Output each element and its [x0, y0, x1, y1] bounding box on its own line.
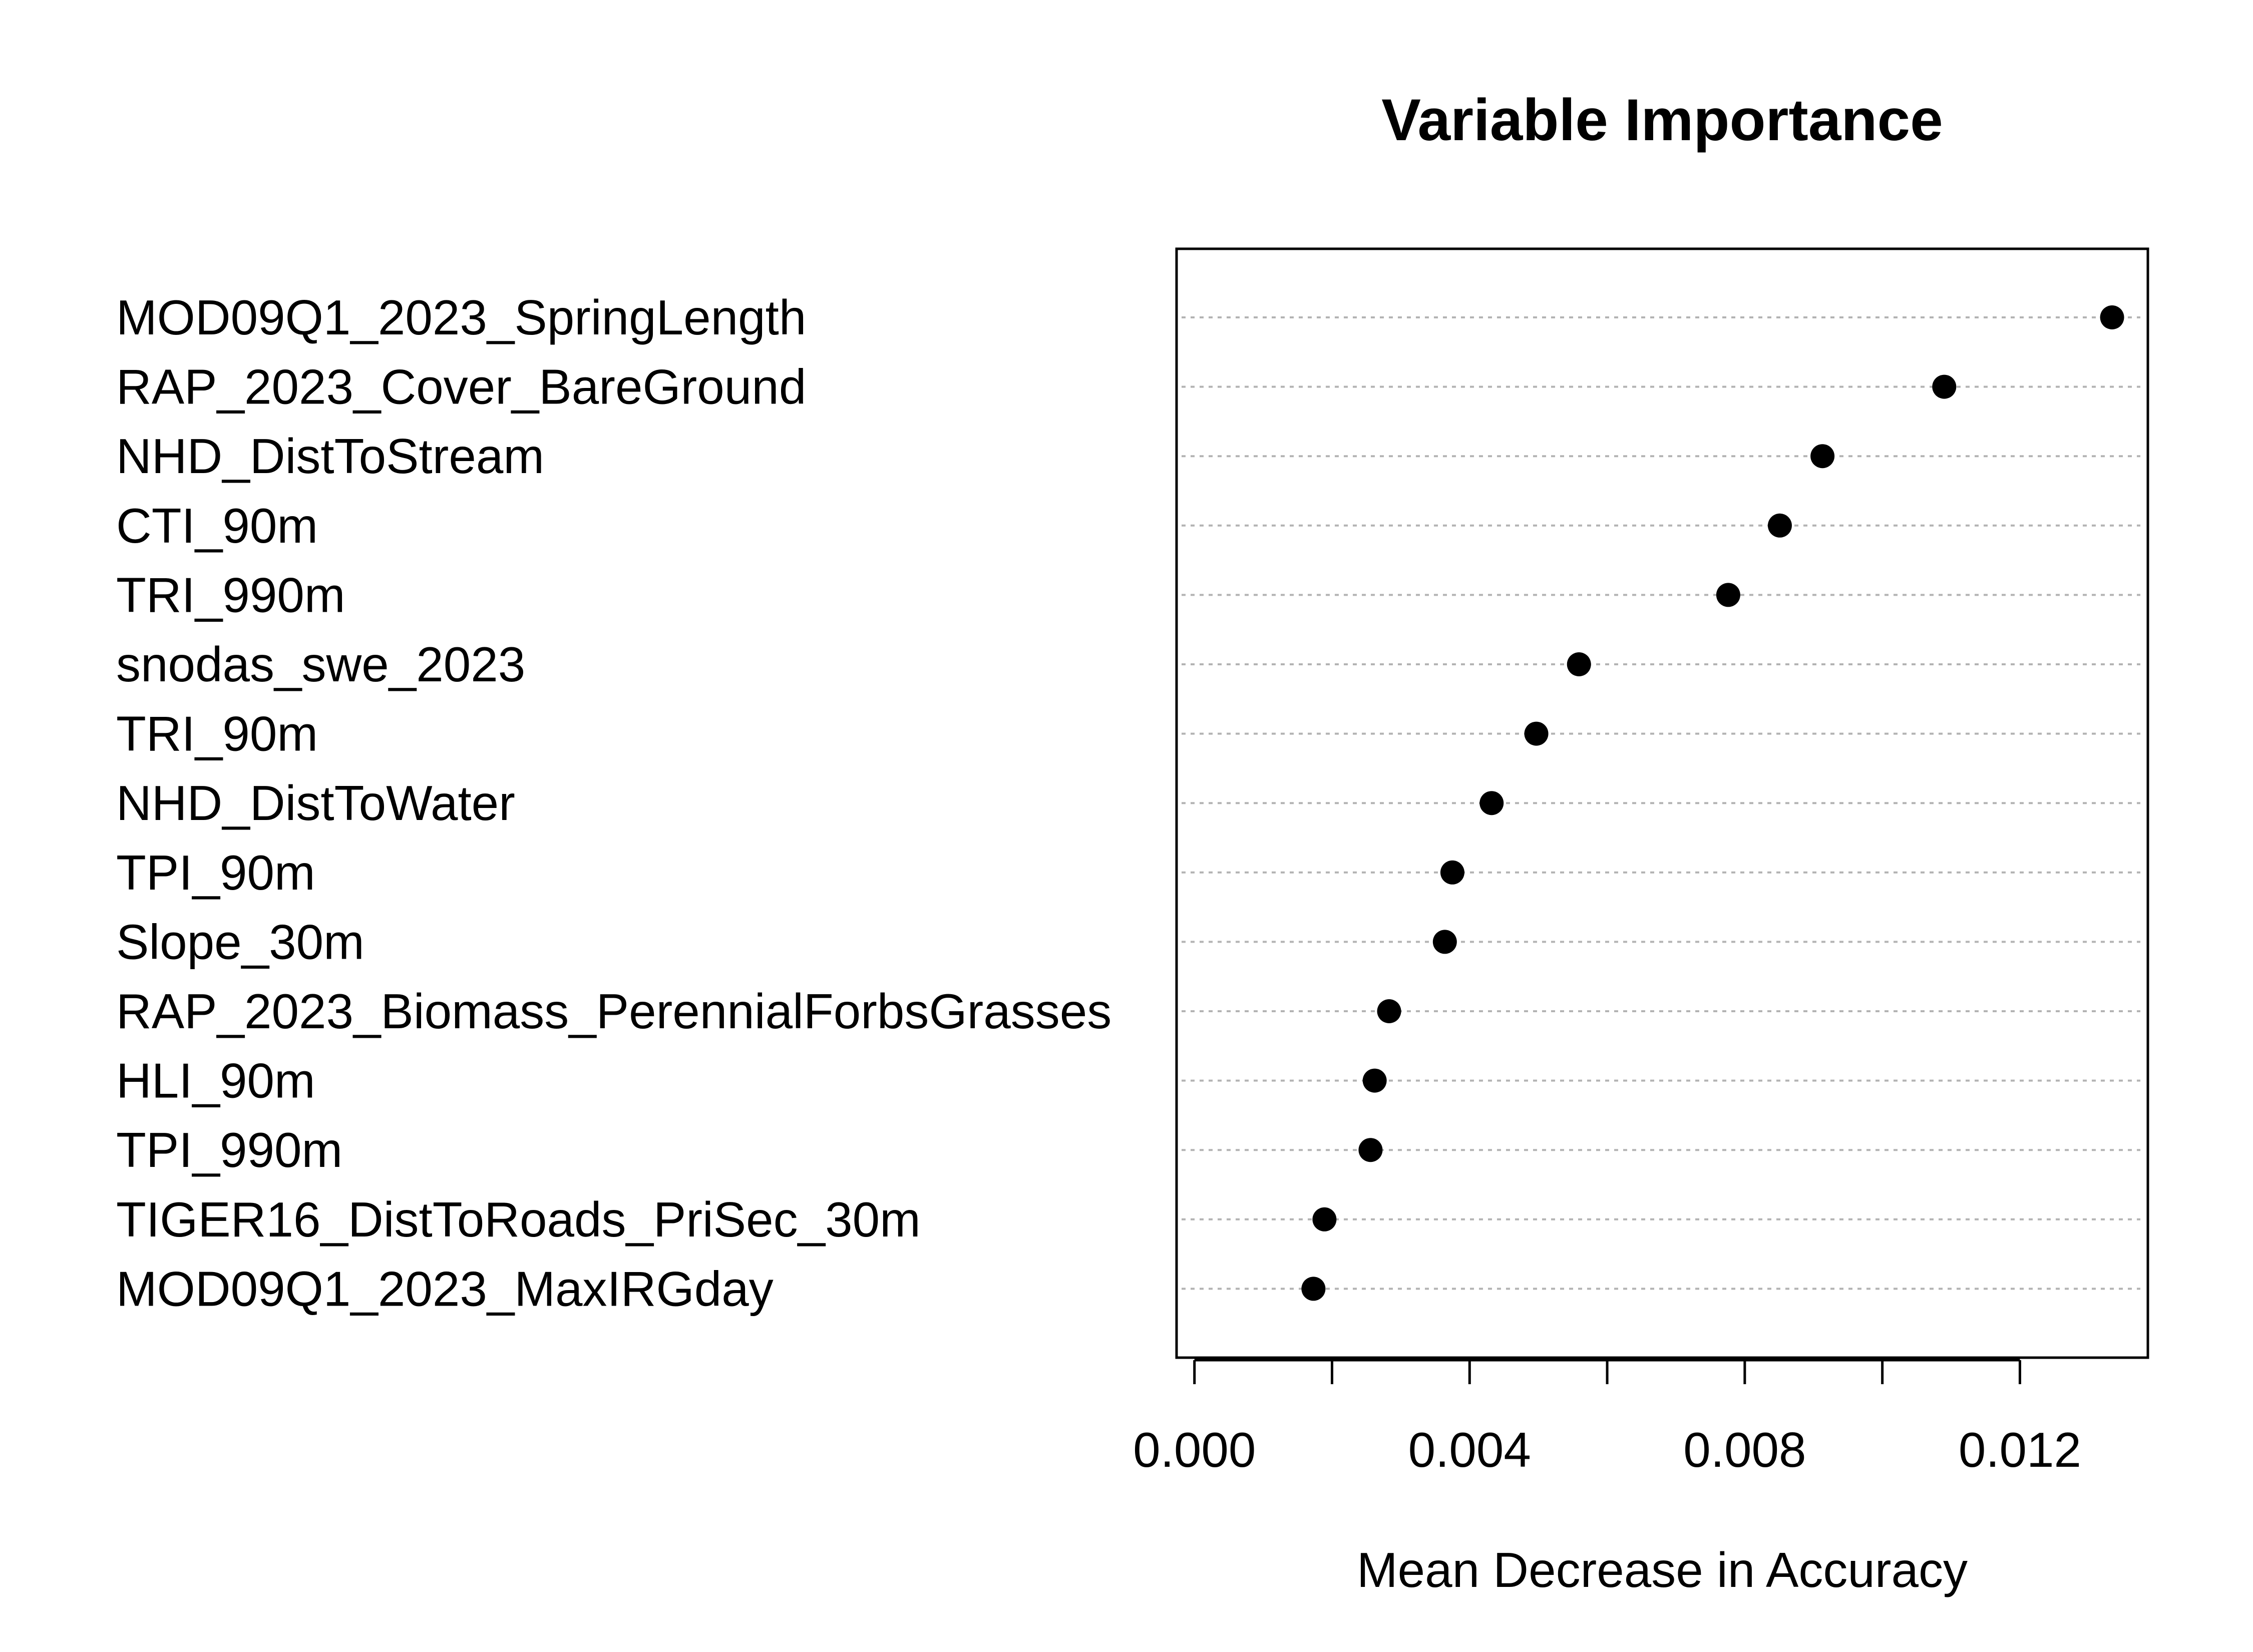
importance-point [1567, 652, 1591, 676]
variable-labels: MOD09Q1_2023_SpringLength RAP_2023_Cover_… [116, 290, 1111, 1316]
importance-point [1524, 721, 1549, 746]
importance-point [1377, 999, 1401, 1023]
variable-label: TPI_90m [116, 845, 315, 900]
importance-point [1301, 1277, 1326, 1301]
x-tick-label: 0.004 [1408, 1422, 1531, 1477]
x-tick-label: 0.012 [1959, 1422, 2081, 1477]
importance-point [1810, 444, 1835, 469]
variable-label: CTI_90m [116, 498, 318, 553]
chart-title: Variable Importance [1381, 87, 1943, 153]
importance-point [1716, 583, 1740, 607]
importance-point [1479, 791, 1504, 815]
variable-label: NHD_DistToWater [116, 775, 515, 831]
variable-label: TRI_990m [116, 567, 345, 622]
variable-label: TIGER16_DistToRoads_PriSec_30m [116, 1192, 921, 1247]
variable-label: HLI_90m [116, 1053, 315, 1108]
importance-point [1362, 1068, 1387, 1093]
importance-point [2100, 305, 2124, 329]
importance-point [1358, 1138, 1383, 1162]
x-axis-title: Mean Decrease in Accuracy [1357, 1542, 1968, 1597]
data-points [1301, 305, 2124, 1301]
variable-label: MOD09Q1_2023_SpringLength [116, 290, 806, 345]
variable-label: RAP_2023_Biomass_PerennialForbsGrasses [116, 984, 1111, 1039]
variable-label: RAP_2023_Cover_BareGround [116, 359, 806, 415]
x-tick-label: 0.000 [1133, 1422, 1256, 1477]
importance-point [1312, 1207, 1337, 1231]
variable-label: TPI_990m [116, 1122, 342, 1177]
guide-lines [1182, 316, 2140, 1290]
importance-point [1767, 513, 1792, 538]
x-tick-label: 0.008 [1683, 1422, 1806, 1477]
variable-label: Slope_30m [116, 914, 364, 969]
variable-label: MOD09Q1_2023_MaxIRGday [116, 1261, 774, 1316]
x-axis-ticks: 0.000 0.004 0.008 0.012 [1133, 1360, 2081, 1477]
plot-frame [1175, 247, 2149, 1359]
variable-label: TRI_90m [116, 706, 318, 761]
importance-point [1440, 860, 1464, 885]
variable-label: snodas_swe_2023 [116, 637, 525, 692]
importance-point [1432, 930, 1457, 954]
importance-point [1932, 374, 1957, 399]
variable-label: NHD_DistToStream [116, 429, 544, 484]
